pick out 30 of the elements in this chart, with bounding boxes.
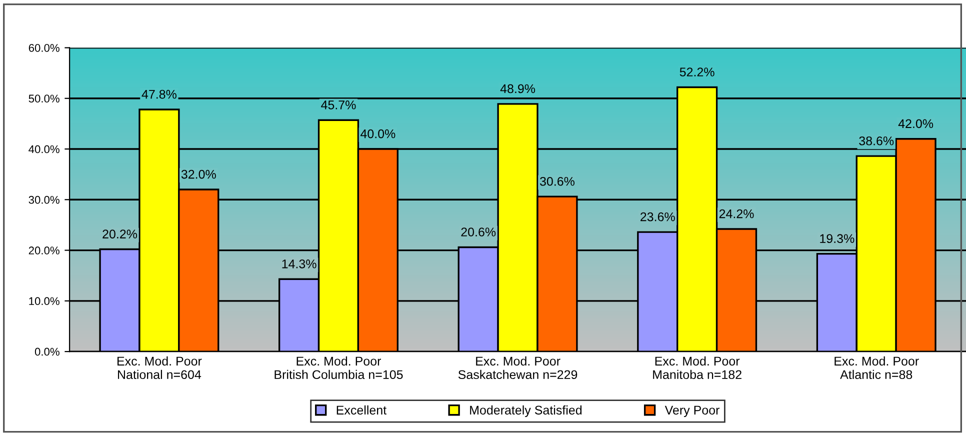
y-tick-label: 30.0% — [28, 196, 60, 204]
data-label: 23.6% — [640, 212, 675, 222]
x-tick-label: Exc. Mod. Poor Saskatchewan n=229 — [458, 356, 578, 380]
data-label: 32.0% — [181, 170, 216, 179]
legend-label: Very Poor — [664, 406, 720, 418]
data-label: 20.2% — [102, 230, 138, 238]
y-tick-label: 40.0% — [28, 145, 60, 154]
y-tick-label: 20.0% — [28, 246, 60, 254]
data-label: 38.6% — [859, 136, 894, 146]
data-label: 40.0% — [360, 129, 396, 138]
data-label: 14.3% — [282, 259, 316, 268]
y-tick-label: 60.0% — [28, 44, 60, 52]
x-tick-label: Exc. Mod. Poor Atlantic n=88 — [834, 356, 919, 380]
y-tick-label: 0.0% — [34, 348, 60, 356]
data-label: 30.6% — [540, 176, 574, 186]
data-label: 48.9% — [500, 84, 536, 94]
data-label: 19.3% — [820, 234, 854, 244]
data-label: 20.6% — [461, 228, 496, 236]
x-tick-label: Exc. Mod. Poor British Columbia n=105 — [274, 356, 403, 380]
y-tick-label: 50.0% — [28, 94, 60, 103]
legend-label: Excellent — [336, 405, 386, 415]
x-tick-label: Exc. Mod. Poor Manitoba n=182 — [653, 356, 742, 380]
data-label: 45.7% — [321, 100, 356, 110]
data-label: 47.8% — [142, 90, 176, 99]
legend-label: Moderately Satisfied — [470, 405, 582, 418]
data-label: 24.2% — [719, 209, 754, 218]
data-label: 42.0% — [898, 119, 934, 128]
y-tick-label: 10.0% — [29, 297, 60, 306]
x-tick-label: Exc. Mod. Poor National n=604 — [118, 356, 202, 380]
data-label: 52.2% — [680, 68, 714, 76]
